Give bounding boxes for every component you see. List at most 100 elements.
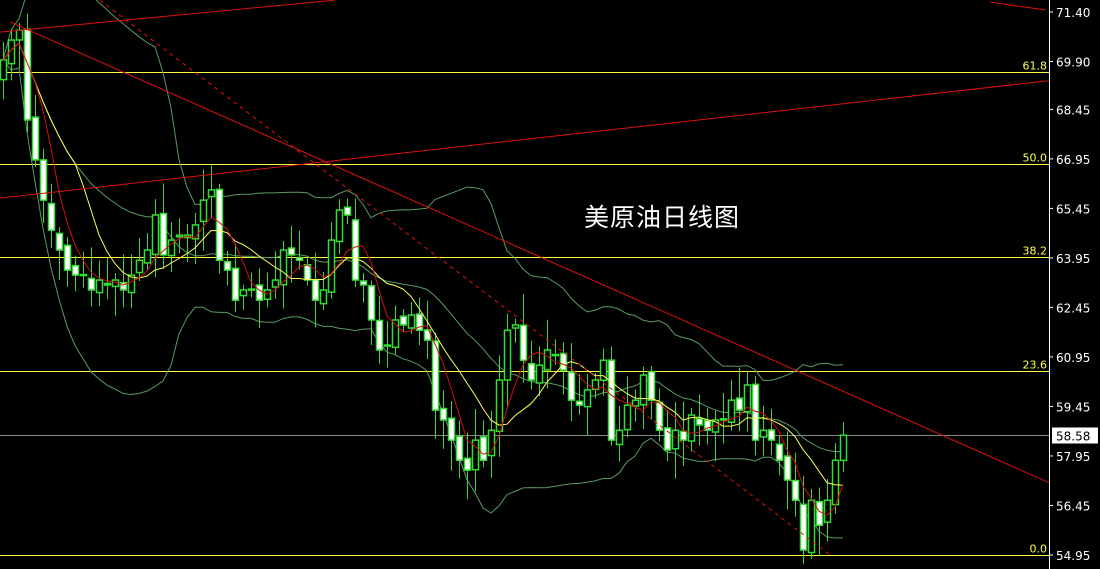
price-axis-label: 68.45: [1056, 103, 1090, 117]
price-axis-label: 62.45: [1056, 301, 1090, 315]
candle: [823, 479, 832, 542]
candle: [175, 218, 184, 254]
candle: [775, 435, 784, 476]
candle-body: [143, 249, 152, 264]
candle: [799, 475, 808, 565]
candle-body: [95, 279, 104, 294]
candle: [783, 431, 792, 510]
candle-body: [471, 439, 480, 471]
bollinger-upper-band: [2, 0, 844, 381]
candle-body: [71, 264, 80, 276]
falling-dashed-trendline: [99, 0, 831, 556]
candle-body: [399, 315, 408, 326]
candle: [567, 343, 576, 421]
candle-body: [511, 324, 520, 329]
candle-body: [495, 379, 504, 433]
candle-body: [47, 202, 56, 231]
candle: [639, 366, 648, 430]
candle: [631, 389, 640, 422]
candle-body: [439, 407, 448, 421]
candle-body: [415, 313, 424, 331]
candle: [303, 257, 312, 286]
candle-body: [7, 39, 16, 65]
candle-body: [655, 401, 664, 431]
top-right-trendline: [990, 1, 1046, 11]
candle: [111, 272, 120, 316]
candle-body: [823, 499, 832, 523]
candle: [231, 243, 240, 313]
candle-body: [719, 418, 728, 421]
candle: [383, 321, 392, 368]
candle-body: [599, 359, 608, 381]
candle-body: [391, 319, 400, 349]
candle-body: [631, 399, 640, 407]
candle: [95, 260, 104, 307]
candle: [431, 332, 440, 439]
candle: [7, 28, 16, 81]
candle-body: [247, 288, 256, 291]
candle-body: [735, 397, 744, 411]
candle: [575, 374, 584, 415]
candle: [735, 367, 744, 432]
candle-body: [159, 212, 168, 256]
candle: [247, 272, 256, 298]
candle: [423, 300, 432, 360]
ma-long-line: [2, 42, 844, 486]
falling-trendline: [9, 21, 1049, 484]
candle: [359, 273, 368, 303]
candle-body: [759, 429, 768, 438]
fib-level-label: 50.0: [1023, 152, 1048, 165]
candle-body: [279, 249, 288, 286]
candle-body: [647, 370, 656, 401]
candle-body: [383, 344, 392, 347]
candle: [807, 488, 816, 559]
candle-body: [687, 414, 696, 442]
candle-body: [295, 256, 304, 261]
candle-body: [727, 399, 736, 423]
candle: [767, 408, 776, 456]
candle-body: [767, 429, 776, 441]
price-axis-label: 60.95: [1056, 351, 1090, 365]
candle-body: [527, 362, 536, 381]
candle-body: [311, 278, 320, 301]
candle-body: [335, 209, 344, 243]
candle: [447, 401, 456, 471]
candle: [335, 199, 344, 255]
candle-body: [303, 264, 312, 281]
candle: [399, 309, 408, 332]
candle: [295, 230, 304, 270]
current-price-label: 58.58: [1056, 430, 1090, 444]
fib-level-label: 38.2: [1023, 245, 1048, 258]
candle: [727, 379, 736, 431]
candle: [31, 94, 40, 167]
price-axis-label: 71.40: [1056, 6, 1090, 20]
candle-body: [535, 364, 544, 384]
candle: [71, 255, 80, 292]
candle-body: [775, 443, 784, 462]
candle: [135, 238, 144, 282]
candle: [607, 346, 616, 446]
candle-body: [63, 244, 72, 271]
fib-level-label: 61.8: [1023, 60, 1048, 73]
candle: [263, 272, 272, 308]
candle: [663, 409, 672, 462]
candle-body: [575, 400, 584, 406]
candle: [183, 223, 192, 263]
candle-body: [223, 260, 232, 271]
candle-body: [639, 374, 648, 406]
candle-body: [343, 206, 352, 216]
candle-body: [327, 239, 336, 293]
candle: [527, 340, 536, 390]
current-price-tag: [1052, 427, 1098, 444]
candle-body: [359, 280, 368, 286]
candle-body: [447, 417, 456, 441]
candle: [23, 13, 32, 133]
candle: [599, 348, 608, 396]
candle: [623, 376, 632, 438]
candle-body: [23, 28, 32, 121]
candle: [543, 319, 552, 389]
candle: [319, 271, 328, 311]
candle: [615, 405, 624, 462]
candle-body: [503, 329, 512, 381]
candle-body: [367, 285, 376, 321]
